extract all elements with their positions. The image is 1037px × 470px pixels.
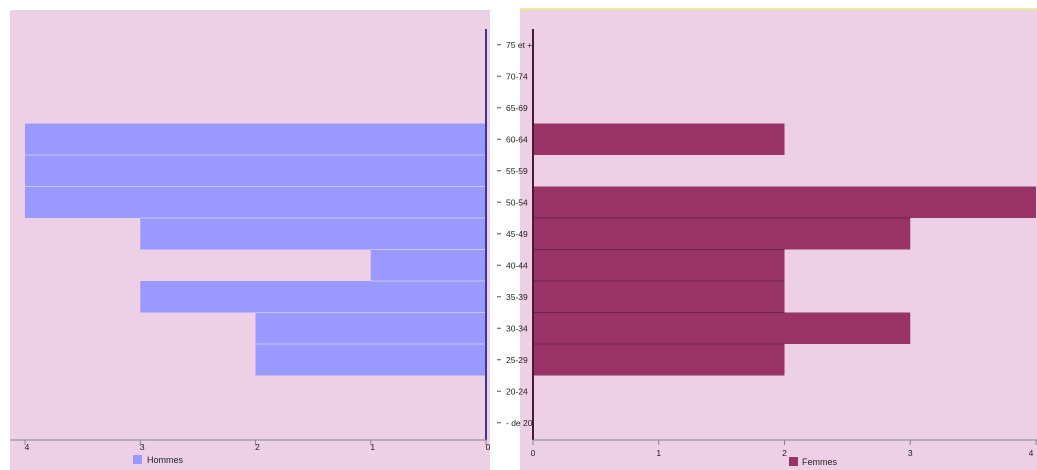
right-x-tick-label: 3 <box>908 448 913 458</box>
age-label: 30-34 <box>506 323 528 333</box>
bar-hommes-6 <box>140 218 486 250</box>
age-label: 70-74 <box>506 71 528 81</box>
bar-femmes-9 <box>533 312 911 344</box>
age-group-labels: 75 et + 70-74 65-69 60-64 55-59 50-54 45-49 40-… <box>506 40 533 428</box>
bar-femmes-5 <box>533 186 1036 218</box>
age-label: 45-49 <box>506 229 528 239</box>
right-x-tick-label: 2 <box>782 448 787 458</box>
bar-femmes-7 <box>533 249 785 281</box>
bar-hommes-4 <box>25 155 486 187</box>
age-label: 55-59 <box>506 166 528 176</box>
axis-tick-labels: 4 3 2 1 0 0 1 2 3 4 <box>24 440 1037 458</box>
hommes-bars <box>25 123 486 376</box>
left-x-tick-label: 2 <box>255 442 260 452</box>
bar-femmes-6 <box>533 218 911 250</box>
bar-hommes-7 <box>370 249 486 281</box>
bar-femmes-3 <box>533 123 785 155</box>
bar-hommes-9 <box>255 312 486 344</box>
axes <box>10 29 1037 441</box>
right-x-tick-label: 4 <box>1029 448 1034 458</box>
legend-swatch-femmes <box>789 457 798 466</box>
age-label: 65-69 <box>506 103 528 113</box>
age-label: 35-39 <box>506 292 528 302</box>
age-label: 75 et + <box>506 40 532 50</box>
bar-hommes-5 <box>25 186 486 218</box>
legend-swatch-hommes <box>133 455 142 464</box>
bar-hommes-8 <box>140 281 486 313</box>
legend: Hommes Femmes <box>133 455 838 467</box>
bar-femmes-8 <box>533 281 785 313</box>
age-label: 25-29 <box>506 355 528 365</box>
right-x-tick-label: 1 <box>656 448 661 458</box>
right-x-tick-label: 0 <box>531 448 536 458</box>
age-label: 60-64 <box>506 134 528 144</box>
bar-femmes-10 <box>533 344 785 376</box>
age-label: 20-24 <box>506 386 528 396</box>
legend-label-femmes: Femmes <box>802 457 838 467</box>
femmes-bars <box>533 123 1036 376</box>
left-x-tick-label: 4 <box>25 442 30 452</box>
left-x-tick-label: 3 <box>140 442 145 452</box>
age-label: - de 20 <box>506 418 533 428</box>
left-x-tick-label: 1 <box>370 442 375 452</box>
age-label: 50-54 <box>506 197 528 207</box>
age-label: 40-44 <box>506 260 528 270</box>
bar-hommes-3 <box>25 123 486 155</box>
bar-hommes-10 <box>255 344 486 376</box>
legend-label-hommes: Hommes <box>147 455 184 465</box>
left-x-tick-label: 0 <box>486 442 491 452</box>
